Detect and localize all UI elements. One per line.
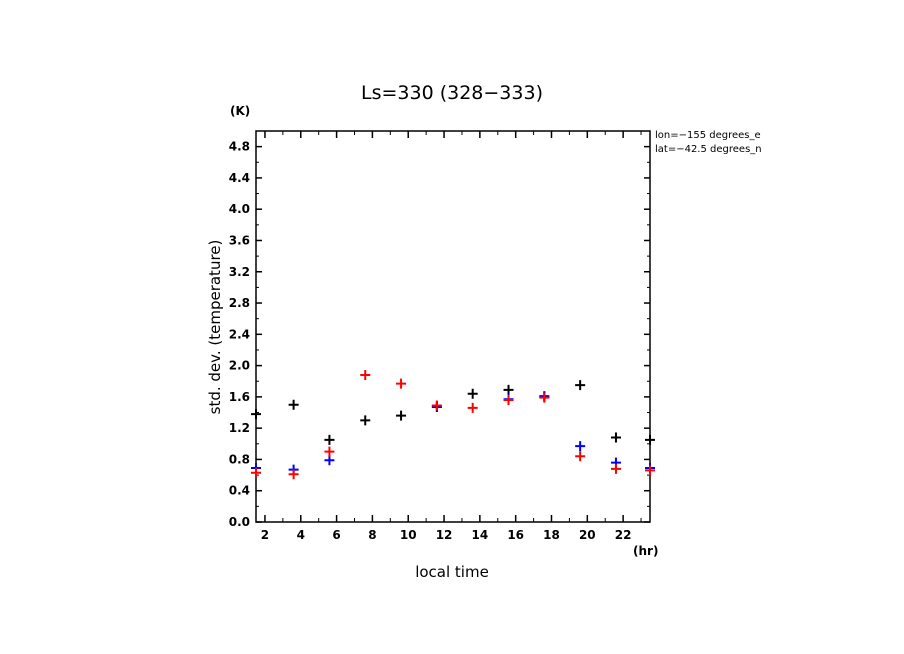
data-point-series-1 [324,455,335,466]
x-tick-label: 8 [368,528,376,542]
y-tick-label: 4.8 [229,140,250,154]
data-point-series-0 [467,388,478,399]
plot-frame [255,130,651,523]
annotation-lon: lon=−155 degrees_e [655,130,761,141]
data-point-series-2 [360,369,371,380]
data-point-series-0 [396,410,407,421]
x-tick-label: 10 [400,528,417,542]
x-tick-label: 2 [261,528,269,542]
x-tick-label: 6 [332,528,340,542]
y-tick-label: 3.2 [229,265,250,279]
data-point-series-1 [575,441,586,452]
data-point-series-2 [251,467,261,478]
data-point-series-0 [503,384,514,395]
chart-title: Ls=330 (328−333) [361,82,543,104]
data-point-series-0 [645,434,655,445]
data-point-series-2 [503,395,514,406]
data-point-series-2 [396,378,407,389]
y-tick-label: 2.8 [229,296,250,310]
y-tick-label: 2.4 [229,327,250,341]
data-point-series-2 [467,402,478,413]
y-tick-label: 0.4 [229,484,250,498]
y-tick-label: 4.0 [229,202,250,216]
y-tick-label: 0.8 [229,452,250,466]
data-point-series-0 [251,409,261,420]
x-tick-label: 12 [436,528,453,542]
axis-ticks: 0.0 0.4 0.8 1.2 1.6 2.0 2.4 2.8 3.2 3.6 4.0 4.4 4.8 2… [229,131,650,542]
annotation-lat: lat=−42.5 degrees_n [655,144,762,155]
data-point-series-2 [288,469,299,480]
data-point-series-0 [610,432,621,443]
x-axis-label: local time [415,563,489,581]
x-tick-label: 16 [507,528,524,542]
x-tick-label: 18 [543,528,560,542]
x-tick-label: 14 [472,528,489,542]
y-tick-label: 3.6 [229,233,250,247]
data-point-series-2 [324,446,335,457]
data-point-series-2 [645,465,655,476]
data-markers [251,369,655,480]
data-point-series-0 [575,380,586,391]
x-tick-label: 20 [579,528,596,542]
y-tick-label: 2.0 [229,359,250,373]
x-unit-label: (hr) [633,544,658,558]
data-point-series-0 [360,415,371,426]
y-unit-label: (K) [230,104,250,118]
data-point-series-0 [288,399,299,410]
data-point-series-2 [431,400,442,411]
y-tick-label: 1.6 [229,390,250,404]
y-tick-label: 1.2 [229,421,250,435]
y-tick-label: 4.4 [229,171,250,185]
y-tick-label: 0.0 [229,515,250,529]
data-point-series-0 [324,434,335,445]
data-point-series-2 [610,463,621,474]
x-tick-label: 22 [615,528,632,542]
y-axis-label: std. dev. (temperature) [206,240,224,415]
x-tick-label: 4 [297,528,305,542]
data-point-series-2 [575,451,586,462]
data-point-series-2 [539,392,550,403]
